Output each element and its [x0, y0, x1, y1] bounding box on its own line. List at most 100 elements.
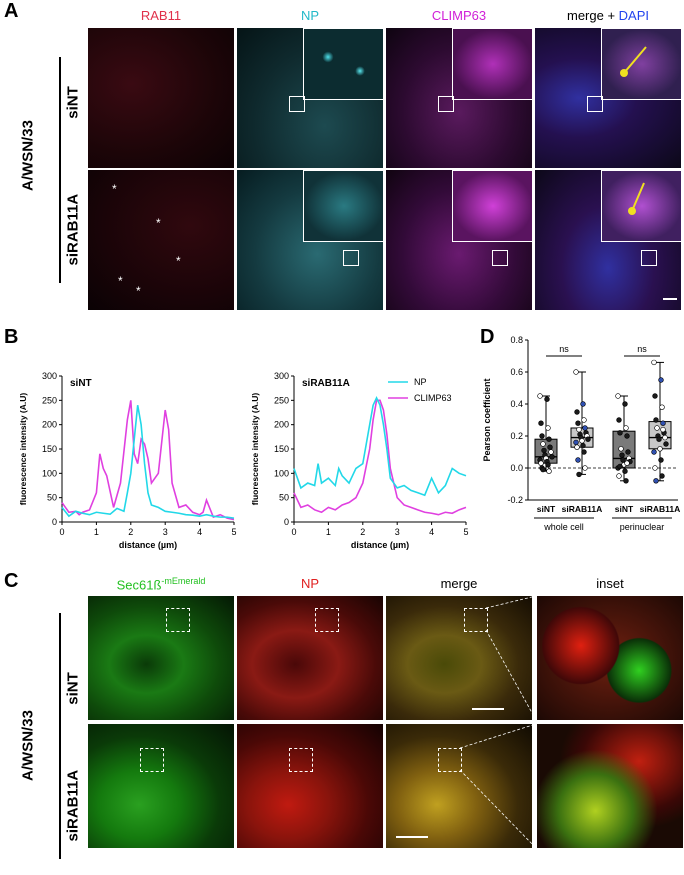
- box-data-point: [538, 420, 544, 426]
- box-data-point: [547, 444, 553, 450]
- chart-sint-y-tick-label: 100: [42, 468, 57, 478]
- chart-sint-y-tick-label: 0: [52, 517, 57, 527]
- sec61b-superscript: -mEmerald: [161, 576, 206, 586]
- box-data-point: [622, 468, 628, 474]
- channel-label-sec61b: Sec61ß-mEmerald: [88, 576, 234, 592]
- box-data-point: [580, 401, 586, 407]
- significance-label: ns: [637, 344, 647, 354]
- box-data-point: [660, 420, 666, 426]
- box-data-point: [620, 457, 626, 463]
- dapi-label: DAPI: [618, 8, 649, 23]
- micrograph-sec61b-sint: [88, 596, 234, 720]
- box-data-point: [617, 463, 623, 470]
- box-data-point: [617, 430, 623, 436]
- chart-sint-x-tick-label: 2: [128, 527, 133, 537]
- chart-sint-x-tick-label: 4: [197, 527, 202, 537]
- box-data-point: [651, 449, 657, 455]
- box-data-point: [574, 444, 580, 450]
- box-data-point: [657, 446, 663, 452]
- box-data-point: [548, 449, 554, 455]
- chart-sint-x-tick-label: 0: [59, 527, 64, 537]
- row-label-sint-a: siNT: [64, 86, 82, 119]
- knockdown-asterisk-2: *: [156, 216, 161, 230]
- box-data-point: [574, 409, 580, 415]
- inset-merge-sirab11a: [601, 170, 681, 242]
- micrograph-np-c-sirab11a: [237, 724, 383, 848]
- box-data-point: [540, 466, 546, 473]
- box-data-point: [652, 393, 658, 399]
- line-chart-sint: 0 50 100 150 200 250 300 0 1 2 3 4 5 distance (µm) flu…: [18, 371, 237, 550]
- box-data-point: [654, 425, 660, 431]
- chart-sirab11a-y-tick-label: 200: [274, 420, 289, 430]
- scale-bar-a: [663, 298, 677, 300]
- box-data-point: [544, 396, 550, 402]
- box-data-point: [580, 442, 586, 449]
- box-data-point: [624, 460, 630, 466]
- box-data-point: [546, 468, 552, 474]
- box-plot-pearson: -0.2 0.0 0.2 0.4 0.6 0.8 Pearson coefficient si…: [482, 335, 680, 532]
- row-label-sirab11a-c: siRAB11A: [64, 769, 82, 842]
- roi-box-climp63-sirab11a: [492, 250, 508, 266]
- chart-sint-y-tick-label: 300: [42, 371, 57, 381]
- box-data-point: [581, 449, 587, 455]
- inset-climp63-sint: [452, 28, 532, 100]
- roi-box-merge-sirab11a: [641, 250, 657, 266]
- micrograph-np-sirab11a: [237, 170, 383, 310]
- box-data-point: [576, 471, 582, 478]
- roi-box-merge-c-sirab11a: [438, 748, 462, 772]
- channel-label-rab11: RAB11: [140, 8, 182, 23]
- box-data-point: [624, 433, 630, 439]
- knockdown-asterisk-4: *: [118, 274, 123, 288]
- box-data-point: [623, 425, 629, 431]
- box-y-tick-label: 0.6: [510, 367, 523, 377]
- box-data-point: [653, 417, 659, 423]
- box-y-tick-label: 0.0: [510, 463, 523, 473]
- box-data-point: [651, 359, 657, 366]
- chart-sirab11a-y-axis-label: fluorescence intensity (A.U): [250, 393, 260, 506]
- box-data-point: [538, 460, 544, 466]
- box-data-point: [575, 457, 581, 463]
- box-data-point: [623, 478, 629, 484]
- box-data-point: [658, 377, 664, 383]
- roi-box-np-c-sirab11a: [289, 748, 313, 772]
- micrograph-np-sint: [237, 28, 383, 168]
- box-data-point: [656, 436, 662, 442]
- knockdown-asterisk-5: *: [136, 284, 141, 298]
- roi-box-np-c-sint: [315, 608, 339, 632]
- virus-bracket-a: [59, 57, 61, 283]
- line-profile-marker-sint: [620, 46, 647, 77]
- box-y-axis-label: Pearson coefficient: [482, 378, 492, 461]
- row-label-sirab11a-a: siRAB11A: [64, 193, 82, 266]
- chart-sirab11a-legend-label-np: NP: [414, 377, 427, 387]
- chart-sirab11a-title: siRAB11A: [302, 378, 350, 389]
- box-data-point: [660, 426, 666, 433]
- chart-sirab11a-x-axis-label: distance (µm): [351, 540, 409, 550]
- chart-sint-x-tick-label: 3: [163, 527, 168, 537]
- chart-sint-series-climp63-line: [61, 400, 235, 521]
- significance-label: ns: [559, 344, 569, 354]
- zoom-guide-lines: [459, 596, 537, 849]
- box-data-point: [545, 462, 551, 468]
- box-category-label: siRAB11A: [562, 504, 603, 514]
- inset-np-sirab11a: [303, 170, 383, 242]
- virus-label-c: A/WSN/33: [19, 710, 37, 781]
- chart-sirab11a-y-tick-label: 100: [274, 468, 289, 478]
- channel-label-np-c: NP: [300, 576, 320, 591]
- group-label: whole cell: [543, 522, 584, 532]
- channel-label-inset-c: inset: [596, 576, 624, 591]
- panel-label-c: C: [4, 570, 19, 592]
- roi-box-sec61b-sirab11a: [140, 748, 164, 772]
- inset-np-sint: [303, 28, 383, 100]
- box-data-point: [540, 441, 546, 447]
- inset-image-sirab11a: [537, 724, 683, 848]
- chart-sirab11a-y-tick-label: 250: [274, 395, 289, 405]
- chart-sint-y-tick-label: 50: [47, 493, 57, 503]
- chart-sirab11a-legend-label-climp63: CLIMP63: [414, 393, 452, 403]
- box-data-point: [615, 393, 621, 399]
- knockdown-asterisk-3: *: [176, 254, 181, 268]
- chart-sint-y-axis-label: fluorescence intensity (A.U): [18, 393, 28, 506]
- chart-sirab11a-x-tick-label: 3: [395, 527, 400, 537]
- box-data-point: [652, 465, 658, 471]
- box-data-point: [658, 457, 664, 463]
- channel-label-np: NP: [300, 8, 320, 23]
